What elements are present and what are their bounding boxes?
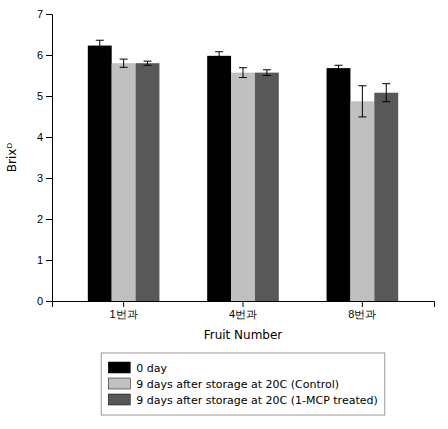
tick-label: 3 [37, 172, 43, 184]
tick-label: 8번과 [348, 308, 376, 320]
tick-mark [46, 219, 52, 220]
error-bar [239, 68, 247, 78]
error-bar [120, 59, 128, 67]
tick-label: 1번과 [110, 308, 138, 320]
legend-frame [101, 353, 385, 415]
error-bar [144, 61, 152, 65]
tick-label: 2 [37, 213, 43, 225]
tick-label: 7 [37, 8, 43, 20]
error-bar [358, 86, 366, 117]
bar-series [112, 63, 375, 301]
tick: 1 [37, 254, 52, 266]
tick-mark [46, 55, 52, 56]
error-bar [215, 52, 223, 60]
tick-mark [46, 96, 52, 97]
marks [88, 40, 398, 301]
legend-label: 9 days after storage at 20C (1-MCP treat… [136, 394, 378, 407]
tick: 8번과 [348, 301, 376, 320]
tick: 6 [37, 49, 52, 61]
tick-label: 4 [37, 131, 43, 143]
error-bars [96, 40, 343, 71]
tick: 4번과 [229, 301, 257, 320]
tick-label: 1 [37, 254, 43, 266]
tick: 5 [37, 90, 52, 102]
bar [350, 101, 374, 301]
tick-mark [46, 178, 52, 179]
tick: 0 [37, 295, 52, 307]
tick-mark [46, 260, 52, 261]
bar [231, 73, 255, 301]
bar-series [136, 63, 399, 301]
legend-item: 9 days after storage at 20C (Control) [108, 378, 339, 391]
bar [136, 63, 160, 301]
axis-line [53, 302, 435, 308]
chart: 0 1 2 3 4 5 6 7 1번과 4번과 8번과 Fruit Number Brixᴰ 0 day 9… [0, 0, 448, 429]
x-axis-title: Fruit Number [204, 328, 283, 342]
bar [112, 63, 136, 301]
legend-item: 9 days after storage at 20C (1-MCP treat… [108, 394, 378, 407]
tick: 4 [37, 131, 52, 143]
tick: 2 [37, 213, 52, 225]
tick-mark [123, 301, 124, 307]
tick-label: 5 [37, 90, 43, 102]
tick-label: 0 [37, 295, 43, 307]
tick-mark [46, 14, 52, 15]
tick-mark [46, 301, 52, 302]
tick-label: 6 [37, 49, 43, 61]
error-bar [263, 70, 271, 76]
error-bars [144, 61, 391, 102]
plot-area: 0 1 2 3 4 5 6 7 1번과 4번과 8번과 Fruit Number Brixᴰ [5, 8, 435, 342]
bar-series [88, 46, 351, 301]
bar [207, 56, 231, 301]
tick-mark [243, 301, 244, 307]
y-axis: 0 1 2 3 4 5 6 7 [37, 8, 53, 307]
bar [88, 46, 112, 301]
error-bars [120, 59, 367, 117]
legend-label: 0 day [136, 362, 167, 375]
error-bar [335, 65, 343, 71]
bar [374, 93, 398, 301]
tick: 3 [37, 172, 52, 184]
bar [255, 73, 279, 301]
tick-label: 4번과 [229, 308, 257, 320]
tick-mark [362, 301, 363, 307]
axis-line [46, 15, 53, 302]
error-bar [382, 84, 390, 102]
tick: 7 [37, 8, 52, 20]
bar [327, 68, 351, 301]
legend-swatch [108, 362, 130, 373]
y-axis-title: Brixᴰ [5, 143, 19, 173]
error-bar [96, 40, 104, 51]
legend: 0 day 9 days after storage at 20C (Contro… [101, 353, 385, 415]
legend-item: 0 day [108, 362, 167, 375]
legend-label: 9 days after storage at 20C (Control) [136, 378, 339, 391]
legend-swatch [108, 394, 130, 405]
tick: 1번과 [110, 301, 138, 320]
x-axis: 1번과 4번과 8번과 [53, 301, 435, 320]
tick-mark [46, 137, 52, 138]
legend-swatch [108, 378, 130, 389]
